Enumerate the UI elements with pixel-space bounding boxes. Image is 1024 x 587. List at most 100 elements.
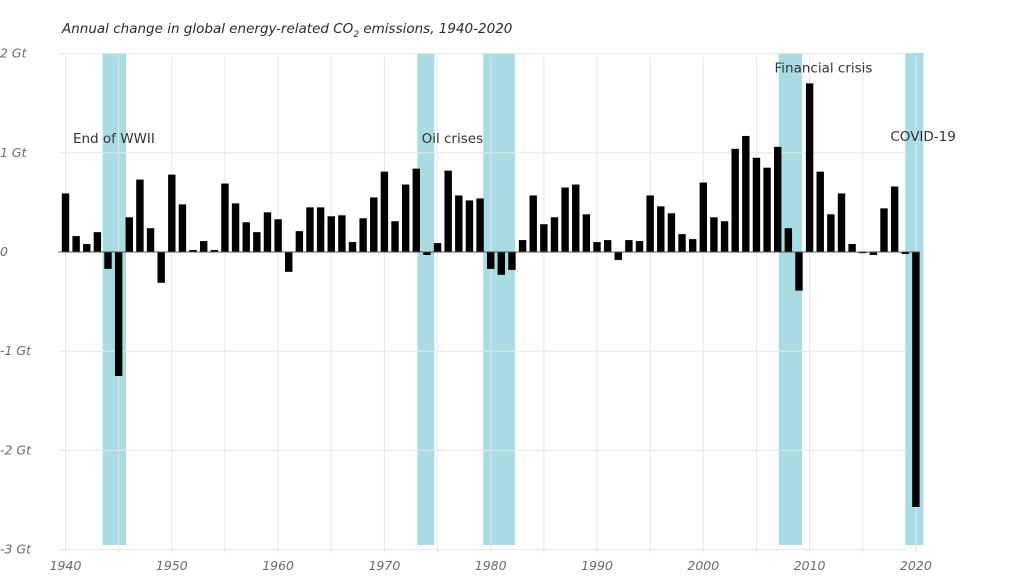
bar-1972 xyxy=(401,184,410,252)
bar-1949 xyxy=(157,252,165,283)
bar-1993 xyxy=(625,240,633,252)
bar-2003 xyxy=(731,148,739,252)
bar-2018 xyxy=(890,186,899,252)
bar-2009 xyxy=(795,252,803,291)
x-tick-label: 1990 xyxy=(581,558,613,573)
chart-title-subscript: 2 xyxy=(353,30,359,40)
bar-1983 xyxy=(518,240,527,252)
bar-2010 xyxy=(805,83,814,252)
bar-1957 xyxy=(242,222,250,252)
bar-1977 xyxy=(455,195,463,252)
y-tick-label: 0 xyxy=(0,244,8,259)
bar-2013 xyxy=(837,193,846,252)
bar-1948 xyxy=(146,228,155,252)
bar-1942 xyxy=(83,244,91,252)
bar-1982 xyxy=(508,252,516,270)
bar-1968 xyxy=(359,218,367,252)
bar-1941 xyxy=(72,236,80,252)
bar-1969 xyxy=(370,197,378,252)
bar-1987 xyxy=(561,187,569,252)
bar-1985 xyxy=(540,224,548,252)
bar-1981 xyxy=(497,252,506,275)
annotation-label: Financial crisis xyxy=(775,60,873,76)
bar-2019 xyxy=(901,252,909,254)
bar-1962 xyxy=(295,231,304,252)
bar-1989 xyxy=(582,214,591,252)
annotation-label: End of WWII xyxy=(73,131,155,147)
y-tick-label: -3 Gt xyxy=(0,542,32,557)
x-tick-label: 2000 xyxy=(687,558,719,573)
annotations: End of WWII Oil crises Financial crisis COV… xyxy=(73,60,956,146)
bar-1980 xyxy=(487,252,495,269)
bar-2000 xyxy=(699,182,707,252)
bar-1992 xyxy=(614,252,622,260)
x-tick-label: 2020 xyxy=(900,558,932,573)
bar-1978 xyxy=(465,200,474,252)
bar-2005 xyxy=(752,157,761,252)
event-bands xyxy=(102,53,924,545)
bar-2020 xyxy=(912,252,920,507)
bar-1973 xyxy=(412,168,420,252)
bar-1986 xyxy=(550,217,559,252)
bar-1984 xyxy=(529,195,537,252)
gridlines xyxy=(60,53,917,553)
bars xyxy=(61,83,920,507)
x-tick-label: 1980 xyxy=(475,558,507,573)
chart-title-tail: emissions, 1940-2020 xyxy=(359,21,512,37)
bar-1995 xyxy=(646,195,654,252)
bar-1956 xyxy=(231,203,240,252)
bar-1991 xyxy=(603,240,612,252)
bar-1964 xyxy=(316,207,325,252)
bar-1988 xyxy=(572,184,580,252)
y-tick-label: 1 Gt xyxy=(0,145,28,160)
x-tick-label: 1950 xyxy=(156,558,188,573)
bar-1996 xyxy=(657,206,665,252)
bar-1953 xyxy=(199,241,208,252)
bar-1950 xyxy=(168,174,176,252)
bar-2011 xyxy=(816,171,824,252)
annotation-label: COVID-19 xyxy=(890,129,955,145)
chart-title: Annual change in global energy-related C… xyxy=(61,21,512,40)
bar-1975 xyxy=(433,243,442,252)
bar-2004 xyxy=(742,135,750,252)
bar-1961 xyxy=(285,252,293,272)
bar-1955 xyxy=(221,183,229,252)
bar-1965 xyxy=(327,216,335,252)
bar-2014 xyxy=(848,244,856,252)
bar-1994 xyxy=(635,241,644,252)
bar-1959 xyxy=(263,212,272,252)
bar-1997 xyxy=(667,213,676,252)
event-band xyxy=(102,53,127,545)
bar-2012 xyxy=(827,214,835,252)
bar-1943 xyxy=(93,232,102,252)
bar-1974 xyxy=(423,252,431,255)
bar-1958 xyxy=(253,232,261,252)
y-axis: 2 Gt 1 Gt 0 -1 Gt -2 Gt -3 Gt xyxy=(0,46,32,557)
bar-1940 xyxy=(61,193,70,252)
y-tick-label: -1 Gt xyxy=(0,343,32,358)
event-band xyxy=(417,53,435,545)
bar-2015 xyxy=(859,252,867,254)
bar-1998 xyxy=(678,234,686,252)
bar-1990 xyxy=(593,242,601,252)
bar-1999 xyxy=(688,239,697,252)
bar-1966 xyxy=(338,215,346,252)
bar-2006 xyxy=(763,167,771,252)
y-tick-label: -2 Gt xyxy=(0,442,32,457)
bar-1946 xyxy=(125,217,133,252)
bar-1971 xyxy=(391,221,399,252)
bar-2007 xyxy=(774,146,782,252)
bar-1963 xyxy=(306,207,314,252)
bar-1976 xyxy=(444,170,452,252)
x-tick-label: 1960 xyxy=(262,558,294,573)
x-tick-label: 1970 xyxy=(368,558,400,573)
event-band xyxy=(778,53,803,545)
annotation-label: Oil crises xyxy=(422,131,484,147)
bar-2001 xyxy=(710,217,718,252)
bar-1970 xyxy=(380,171,389,252)
x-tick-label: 1940 xyxy=(50,558,82,573)
bar-1945 xyxy=(114,252,123,376)
chart-title-main: Annual change in global energy-related C… xyxy=(61,21,354,37)
bar-2008 xyxy=(784,228,793,252)
